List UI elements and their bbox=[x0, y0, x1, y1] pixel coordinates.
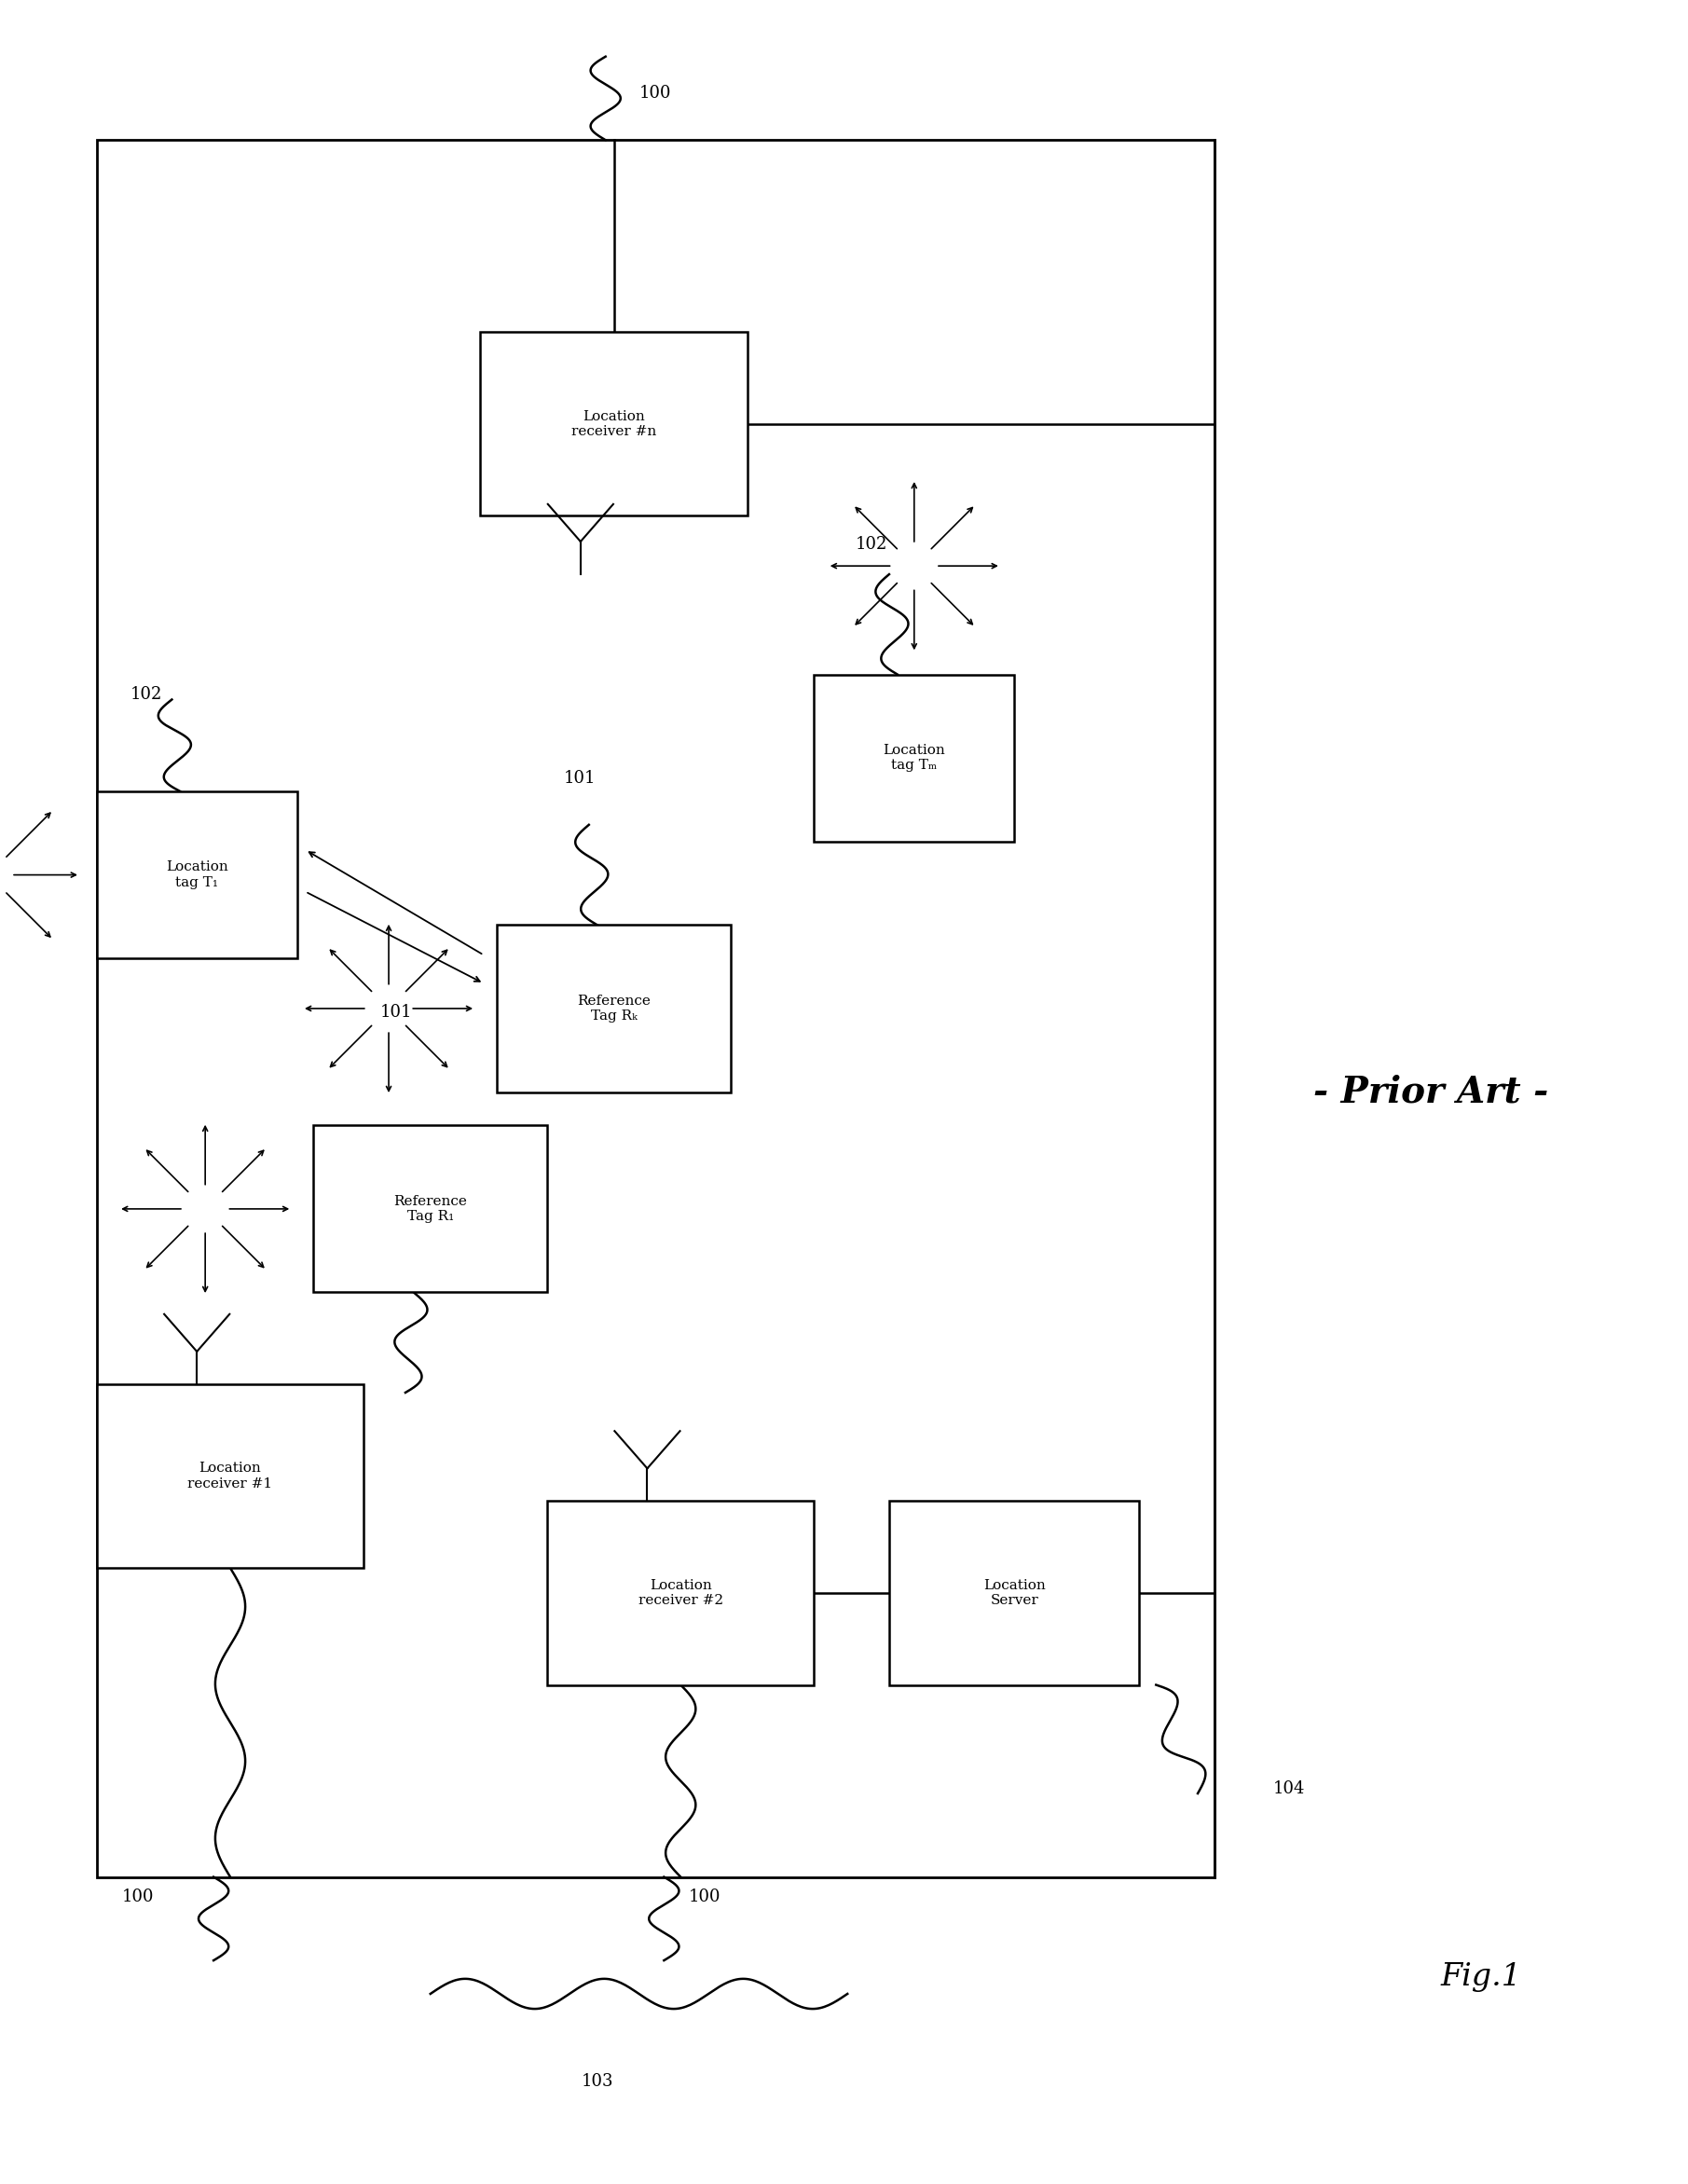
Text: Location
receiver #n: Location receiver #n bbox=[571, 411, 657, 439]
Text: 102: 102 bbox=[856, 537, 888, 553]
Text: 104: 104 bbox=[1273, 1780, 1305, 1797]
Bar bbox=[96, 1385, 363, 1568]
Text: 101: 101 bbox=[380, 1005, 412, 1020]
Bar bbox=[96, 140, 1214, 1876]
Bar bbox=[481, 332, 748, 515]
Text: 101: 101 bbox=[564, 771, 596, 786]
Text: 100: 100 bbox=[122, 1889, 154, 1907]
Text: 103: 103 bbox=[581, 2073, 613, 2090]
Text: - Prior Art -: - Prior Art - bbox=[1313, 1075, 1550, 1109]
Text: Location
receiver #1: Location receiver #1 bbox=[187, 1461, 273, 1489]
Bar bbox=[890, 1500, 1139, 1684]
Bar bbox=[498, 926, 731, 1092]
Text: Fig.1: Fig.1 bbox=[1442, 1961, 1523, 1992]
Bar bbox=[547, 1500, 814, 1684]
Bar bbox=[96, 791, 297, 959]
Text: 100: 100 bbox=[640, 85, 672, 103]
Text: 100: 100 bbox=[689, 1889, 721, 1907]
Text: Location
tag T₁: Location tag T₁ bbox=[165, 860, 228, 889]
Text: Location
tag Tₘ: Location tag Tₘ bbox=[883, 745, 945, 773]
Text: Location
Server: Location Server bbox=[982, 1579, 1045, 1607]
Bar bbox=[314, 1125, 547, 1293]
Text: Reference
Tag Rₖ: Reference Tag Rₖ bbox=[577, 994, 650, 1022]
Text: 102: 102 bbox=[130, 686, 162, 703]
Bar bbox=[814, 675, 1014, 841]
Text: Reference
Tag R₁: Reference Tag R₁ bbox=[393, 1195, 468, 1223]
Text: Location
receiver #2: Location receiver #2 bbox=[638, 1579, 722, 1607]
